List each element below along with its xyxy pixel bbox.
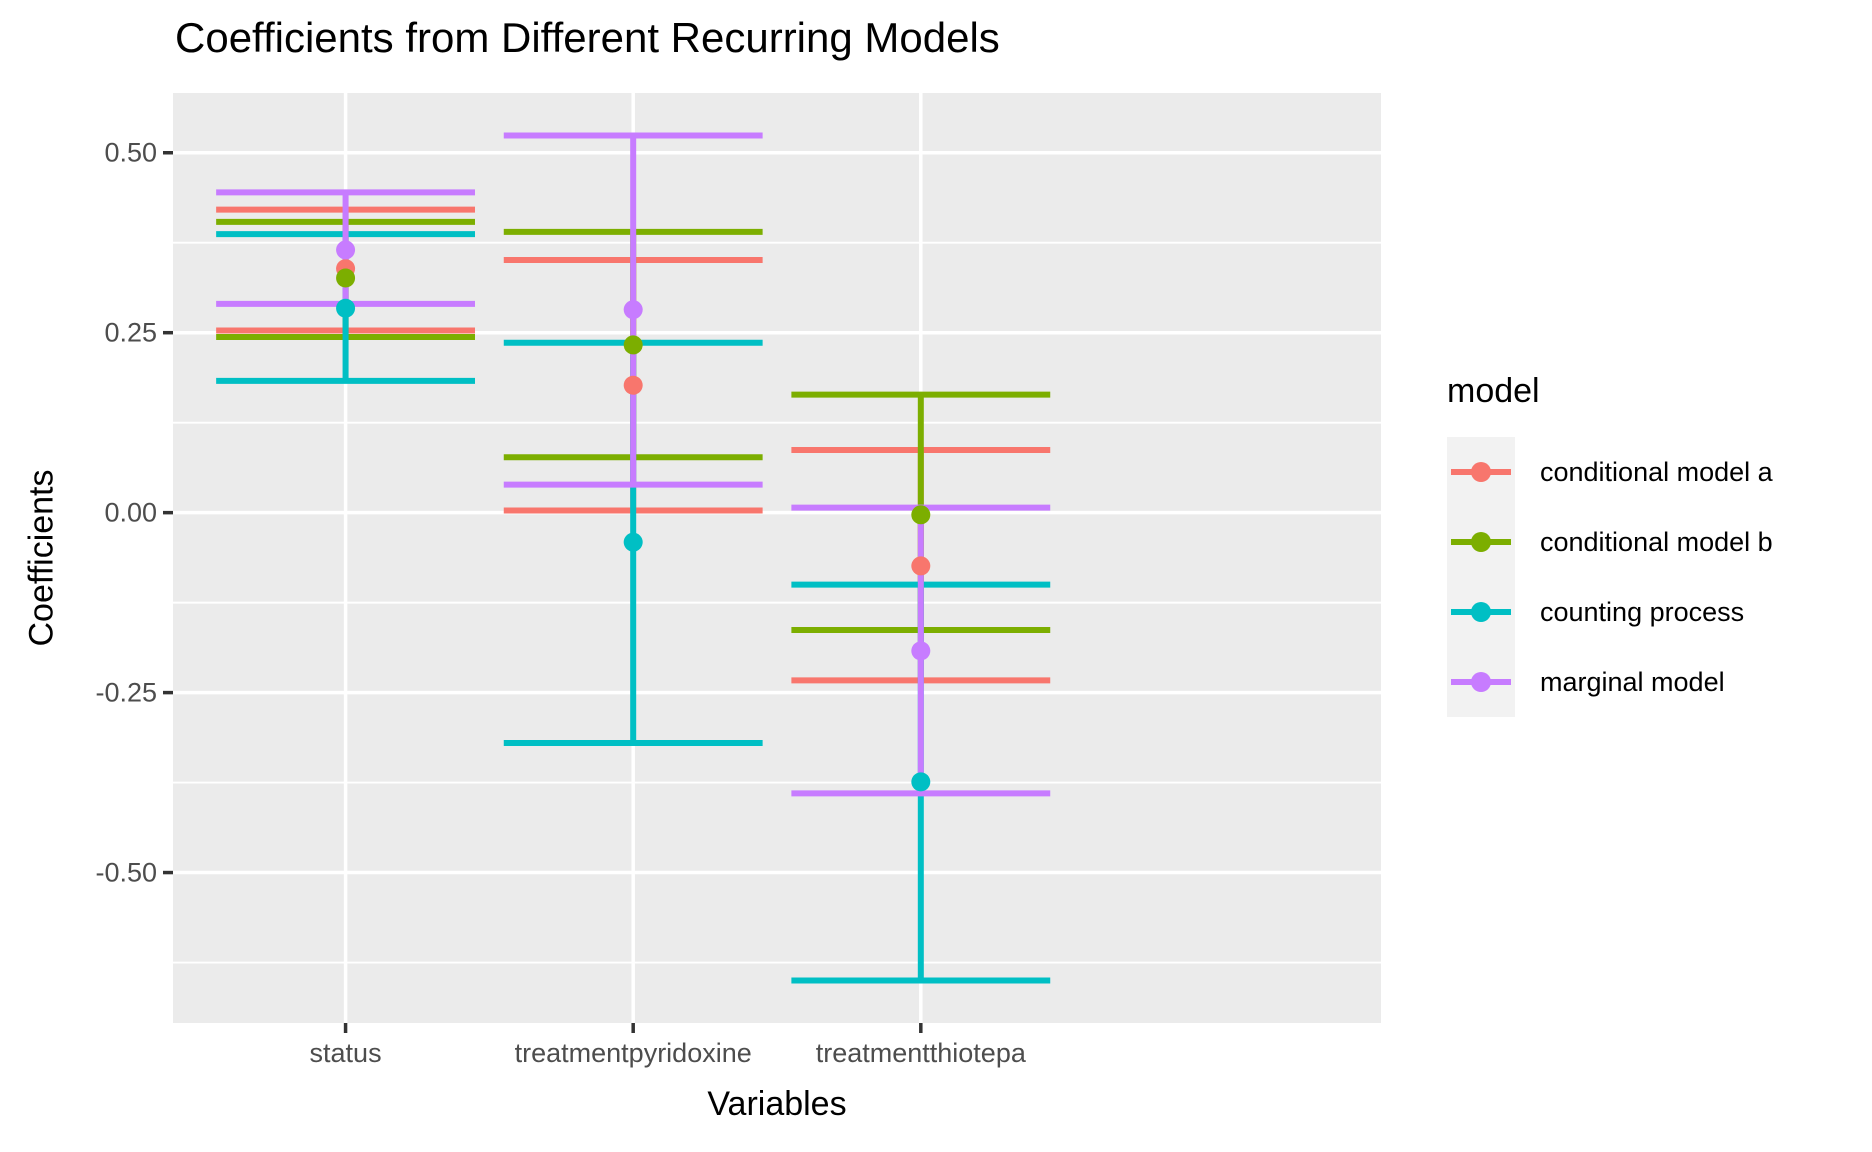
point-counting-process-treatmentpyridoxine [623,532,643,552]
legend-key-errorbar-point-icon [1447,577,1515,647]
point-marginal-model-status [336,240,356,260]
legend-title: model [1447,372,1540,410]
legend-key-errorbar-point-icon [1447,507,1515,577]
chart-title: Coefficients from Different Recurring Mo… [175,14,1000,61]
legend-item-counting-process: counting process [1447,577,1773,647]
legend-item-label: counting process [1540,596,1745,627]
x-tick-label-treatmentthiotepa: treatmentthiotepa [815,1038,1026,1068]
point-conditional-model-b-treatmentpyridoxine [623,335,643,355]
point-conditional-model-a-treatmentthiotepa [911,556,931,576]
x-tick-label-status: status [309,1038,382,1068]
x-axis-title: Variables [707,1085,847,1123]
legend-item-label: conditional model b [1540,526,1773,557]
point-counting-process-treatmentthiotepa [911,772,931,792]
y-tick-label: -0.50 [95,857,157,888]
legend-item-label: marginal model [1540,666,1725,697]
y-tick-label: -0.25 [95,677,157,708]
y-tick-label: 0.25 [104,317,157,348]
point-counting-process-status [336,298,356,318]
legend-item-marginal-model: marginal model [1447,647,1773,717]
point-conditional-model-b-status [336,268,356,288]
y-tick-label: 0.00 [104,497,157,528]
x-tick-label-treatmentpyridoxine: treatmentpyridoxine [514,1038,752,1068]
legend-key-errorbar-point-icon [1447,647,1515,717]
legend-item-conditional-model-b: conditional model b [1447,507,1773,577]
legend: model conditional model a conditional mod… [1447,372,1773,717]
point-conditional-model-a-treatmentpyridoxine [623,375,643,395]
point-conditional-model-b-treatmentthiotepa [911,505,931,525]
legend-items: conditional model a conditional model b co… [1447,437,1773,717]
y-axis-title: Coefficients [22,469,61,647]
point-marginal-model-treatmentpyridoxine [623,300,643,320]
legend-item-conditional-model-a: conditional model a [1447,437,1773,507]
point-marginal-model-treatmentthiotepa [911,641,931,661]
legend-item-label: conditional model a [1540,456,1773,487]
legend-key-errorbar-point-icon [1447,437,1515,507]
panel-background [173,93,1381,1023]
y-tick-label: 0.50 [104,137,157,168]
